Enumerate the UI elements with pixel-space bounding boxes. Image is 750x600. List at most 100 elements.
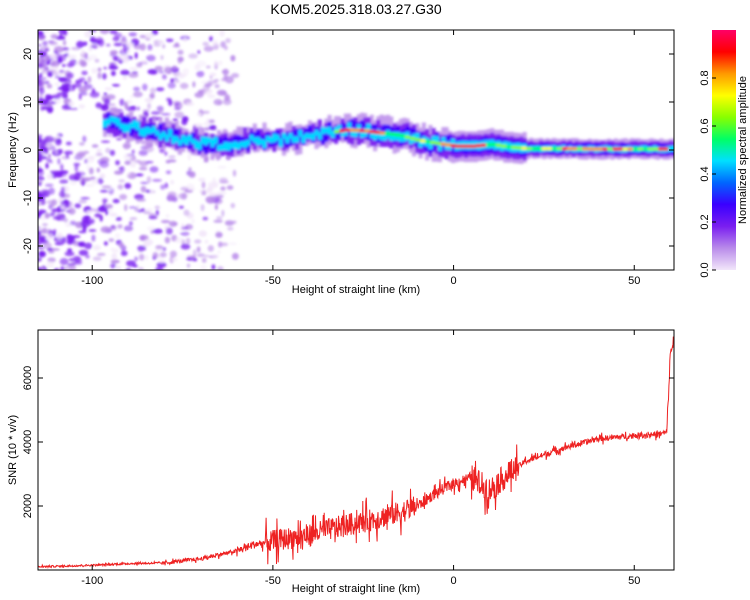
noise-cell: [225, 38, 231, 44]
noise-cell: [38, 63, 44, 69]
noise-cell: [130, 159, 137, 166]
noise-cell: [124, 182, 132, 189]
noise-cell: [119, 38, 128, 45]
ridge-cell: [129, 122, 134, 128]
ridge-cell: [236, 135, 241, 146]
noise-cell: [44, 212, 50, 219]
ridge-cell: [418, 139, 423, 148]
noise-cell: [101, 185, 111, 189]
ridge-cell: [347, 122, 352, 131]
noise-cell: [41, 45, 49, 51]
noise-cell: [211, 254, 220, 258]
ridge-cell: [399, 133, 404, 142]
noise-cell: [97, 177, 104, 185]
noise-cell: [186, 192, 190, 196]
noise-cell: [49, 41, 58, 46]
noise-cell: [118, 179, 125, 183]
ridge-cell: [116, 118, 121, 126]
ridge-cell: [181, 135, 186, 143]
ridge-core-cell: [445, 143, 451, 147]
ridge-cell: [155, 130, 160, 136]
figure-title: KOM5.2025.318.03.27.G30: [270, 1, 441, 17]
ridge-core-cell: [460, 144, 466, 148]
ridge-cell: [249, 134, 254, 141]
noise-cell: [38, 43, 42, 48]
noise-cell: [220, 91, 228, 96]
noise-cell: [124, 160, 132, 165]
ridge-cell: [314, 130, 319, 136]
ridge-cell: [226, 142, 231, 151]
noise-cell: [94, 213, 101, 218]
noise-cell: [38, 57, 43, 63]
noise-cell: [77, 241, 83, 247]
noise-cell: [158, 259, 166, 264]
ridge-cell: [252, 137, 257, 143]
noise-cell: [133, 91, 143, 98]
noise-cell: [164, 151, 168, 156]
ridge-cell: [187, 134, 192, 142]
spectrogram-x-axis-label: Height of straight line (km): [292, 284, 420, 296]
noise-cell: [99, 214, 103, 222]
noise-cell: [58, 213, 66, 221]
noise-cell: [54, 170, 63, 178]
ridge-core-cell: [384, 132, 390, 136]
noise-cell: [96, 252, 106, 256]
noise-cell: [142, 109, 150, 113]
ridge-cell: [668, 145, 674, 152]
noise-cell: [124, 204, 128, 212]
noise-cell: [181, 226, 189, 230]
noise-cell: [168, 155, 176, 159]
noise-cell: [167, 191, 177, 199]
y-tick-label: 20: [22, 48, 34, 60]
noise-cell: [47, 250, 55, 254]
ridge-core-cell: [334, 130, 340, 134]
noise-cell: [177, 49, 184, 55]
noise-cell: [46, 83, 53, 89]
ridge-cell: [223, 136, 228, 146]
noise-cell: [150, 70, 158, 75]
ridge-core-cell: [653, 147, 658, 151]
noise-cell: [74, 164, 79, 172]
noise-cell: [119, 165, 125, 173]
noise-cell: [53, 229, 57, 237]
noise-cell: [113, 42, 123, 47]
noise-cell: [139, 234, 149, 241]
noise-cell: [64, 202, 70, 209]
x-tick-label: -50: [265, 275, 281, 287]
noise-cell: [160, 219, 171, 224]
ridge-cell: [151, 126, 156, 133]
noise-cell: [88, 54, 98, 60]
noise-cell: [68, 264, 77, 270]
noise-cell: [161, 113, 171, 116]
ridge-cell: [122, 124, 127, 133]
ridge-cell: [125, 124, 130, 133]
ridge-core-cell: [541, 147, 547, 151]
noise-cell: [178, 74, 188, 77]
noise-cell: [196, 60, 207, 67]
colorbar: 0.0 0.2 0.4 0.6 0.8 Normalized spectral ampl…: [699, 30, 749, 278]
noise-cell: [59, 179, 69, 184]
noise-cell: [145, 255, 149, 261]
ridge-core-cell: [486, 143, 492, 147]
ridge-cell: [343, 128, 348, 136]
noise-cell: [68, 107, 79, 111]
ridge-core-cell: [546, 147, 552, 151]
noise-cell: [44, 135, 54, 143]
noise-cell: [149, 166, 159, 173]
ridge-cell: [190, 132, 196, 145]
noise-cell: [75, 80, 79, 85]
ridge-cell: [324, 127, 329, 134]
noise-cell: [217, 266, 224, 270]
x-tick-label: 0: [451, 575, 457, 587]
noise-cell: [162, 247, 166, 252]
snr-x-ticks: -100 -50 0 50: [81, 330, 640, 587]
noise-cell: [180, 243, 191, 250]
noise-cell: [115, 160, 120, 166]
noise-cell: [170, 179, 175, 185]
noise-cell: [140, 181, 149, 185]
noise-cell: [109, 50, 118, 55]
noise-cell: [130, 105, 136, 109]
noise-cell: [164, 182, 169, 189]
noise-cell: [85, 210, 92, 214]
